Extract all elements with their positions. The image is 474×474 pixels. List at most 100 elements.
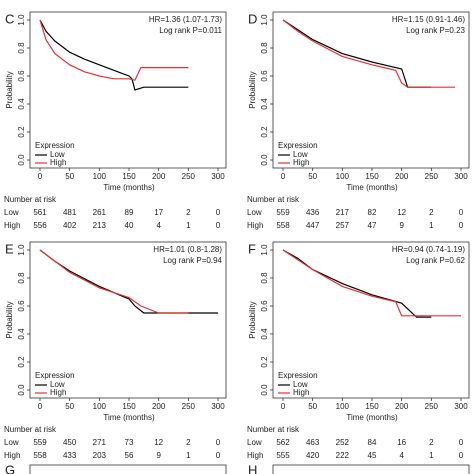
x-tick-label: 200 [395, 172, 409, 181]
x-axis-label: Time (months) [346, 183, 398, 192]
risk-count: 558 [276, 221, 290, 230]
x-tick-label: 100 [336, 402, 350, 411]
risk-row-label: High [4, 451, 20, 460]
risk-count: 2 [429, 438, 434, 447]
risk-count: 82 [368, 208, 377, 217]
risk-count: 2 [186, 438, 191, 447]
y-tick-label: 0.8 [17, 272, 26, 284]
annotation: HR=1.01 (0.8-1.28) [153, 245, 222, 254]
legend-label: Low [50, 380, 65, 389]
x-axis-label: Time (months) [103, 413, 155, 422]
risk-count: 4 [156, 221, 161, 230]
x-tick-label: 50 [65, 402, 74, 411]
legend-label: Low [293, 150, 308, 159]
y-tick-label: 1.0 [260, 244, 269, 256]
plot-frame [29, 241, 227, 399]
risk-count: 1 [429, 451, 434, 460]
risk-title: Number at risk [247, 195, 300, 204]
y-tick-label: 0.4 [260, 98, 269, 110]
legend-title: Expression [278, 371, 318, 380]
risk-count: 556 [33, 221, 47, 230]
legend-label: High [50, 158, 66, 167]
risk-count: 47 [368, 221, 377, 230]
x-tick-label: 50 [308, 172, 317, 181]
x-tick-label: 300 [454, 172, 468, 181]
risk-count: 12 [397, 208, 406, 217]
x-tick-label: 200 [395, 402, 409, 411]
y-tick-label: 0.6 [260, 300, 269, 312]
risk-row-label: Low [247, 208, 262, 217]
x-tick-label: 150 [122, 402, 136, 411]
risk-count: 450 [63, 438, 77, 447]
y-axis-label: Probability [248, 301, 257, 338]
risk-count: 2 [429, 208, 434, 217]
y-tick-label: 0.6 [260, 70, 269, 82]
y-tick-label: 0.0 [17, 154, 26, 166]
x-tick-label: 100 [93, 172, 107, 181]
y-tick-label: 0.2 [260, 356, 269, 368]
risk-count: 9 [156, 451, 161, 460]
x-tick-label: 0 [38, 402, 43, 411]
panel-letter: D [248, 11, 257, 26]
x-tick-label: 250 [182, 402, 196, 411]
plot-frame [272, 11, 470, 169]
y-tick-label: 1.0 [17, 244, 26, 256]
risk-count: 213 [93, 221, 107, 230]
risk-count: 436 [306, 208, 320, 217]
legend-label: High [293, 158, 309, 167]
risk-count: 40 [125, 221, 134, 230]
risk-title: Number at risk [4, 195, 57, 204]
annotation: Log rank P=0.94 [163, 256, 222, 265]
y-tick-label: 0.4 [17, 328, 26, 340]
legend-label: Low [50, 150, 65, 159]
risk-title: Number at risk [4, 425, 57, 434]
y-axis-label: Probability [5, 71, 14, 108]
risk-count: 0 [216, 451, 221, 460]
risk-row-label: Low [247, 438, 262, 447]
risk-count: 402 [63, 221, 77, 230]
risk-count: 433 [63, 451, 77, 460]
x-tick-label: 250 [425, 402, 439, 411]
x-tick-label: 300 [211, 402, 225, 411]
x-tick-label: 300 [211, 172, 225, 181]
risk-count: 0 [216, 208, 221, 217]
y-tick-label: 0.2 [17, 126, 26, 138]
risk-count: 17 [154, 208, 163, 217]
x-tick-label: 150 [122, 172, 136, 181]
x-axis-label: Time (months) [103, 183, 155, 192]
risk-count: 562 [276, 438, 290, 447]
annotation: HR=1.15 (0.91-1.46) [392, 15, 465, 24]
x-tick-label: 50 [308, 402, 317, 411]
risk-row-label: High [4, 221, 20, 230]
annotation: Log rank P=0.011 [159, 26, 222, 35]
risk-count: 463 [306, 438, 320, 447]
x-tick-label: 50 [65, 172, 74, 181]
annotation: Log rank P=0.23 [406, 26, 465, 35]
y-tick-label: 0.6 [17, 300, 26, 312]
risk-row-label: Low [4, 208, 19, 217]
risk-count: 0 [216, 221, 221, 230]
annotation: HR=0.94 (0.74-1.19) [392, 245, 465, 254]
y-tick-label: 0.0 [260, 384, 269, 396]
risk-count: 0 [459, 208, 464, 217]
y-tick-label: 0.4 [260, 328, 269, 340]
y-tick-label: 1.0 [17, 14, 26, 26]
risk-row-label: High [247, 451, 263, 460]
survival-curve [39, 19, 189, 91]
legend-title: Expression [278, 141, 318, 150]
risk-title: Number at risk [247, 425, 300, 434]
risk-count: 252 [336, 438, 350, 447]
x-tick-label: 100 [93, 402, 107, 411]
legend-label: Low [293, 380, 308, 389]
risk-count: 0 [459, 451, 464, 460]
x-tick-label: 250 [425, 172, 439, 181]
y-tick-label: 0.4 [17, 98, 26, 110]
legend-label: High [293, 388, 309, 397]
risk-count: 481 [63, 208, 77, 217]
risk-count: 558 [33, 451, 47, 460]
survival-curve [282, 19, 456, 88]
risk-count: 559 [276, 208, 290, 217]
risk-count: 89 [125, 208, 134, 217]
